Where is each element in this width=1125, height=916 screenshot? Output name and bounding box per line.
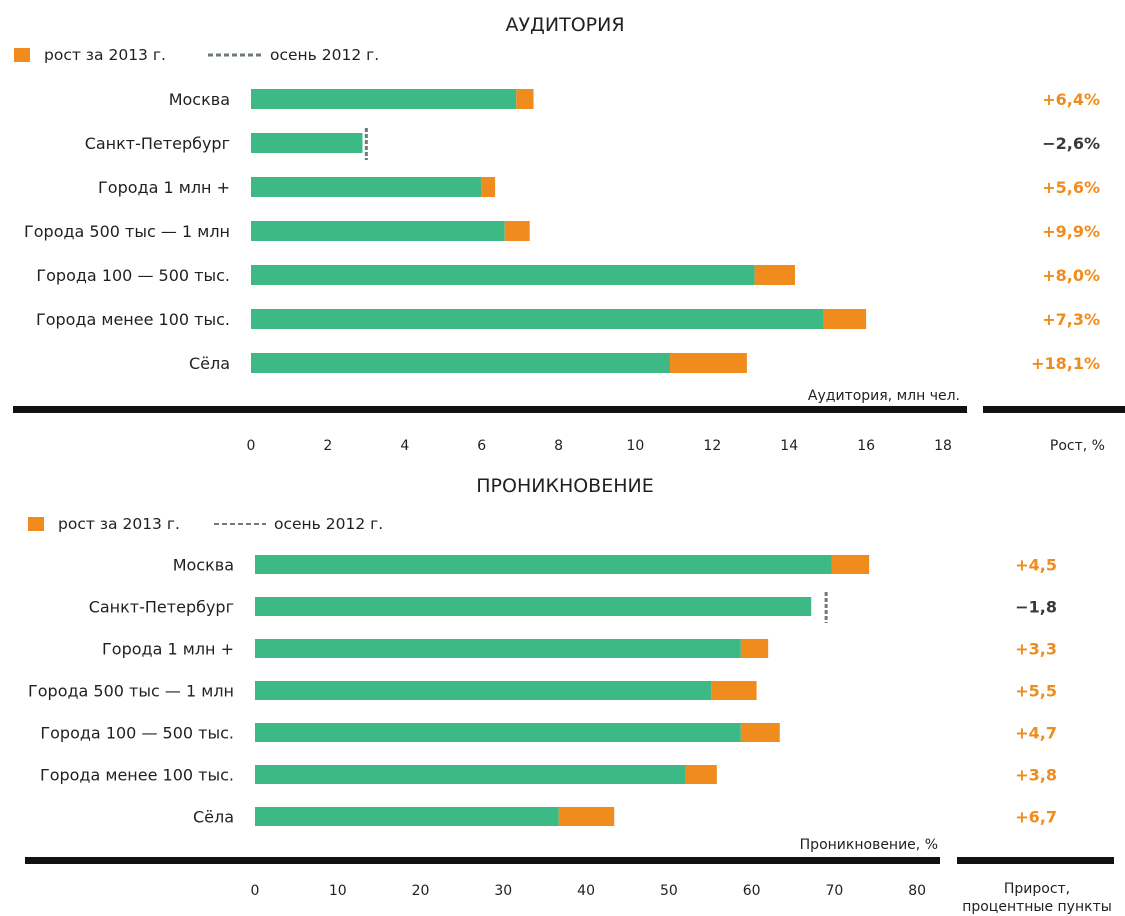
category-label: Сёла <box>189 354 230 373</box>
x-axis-title: Проникновение, % <box>800 837 938 853</box>
bar-base-2012 <box>255 807 559 826</box>
axis-bar <box>13 406 967 413</box>
bar-growth-2013 <box>740 723 780 742</box>
category-label: Города 1 млн + <box>98 178 230 197</box>
growth-label: −1,8 <box>1015 598 1057 617</box>
x-tick-label: 60 <box>743 883 761 899</box>
bar-growth-2013 <box>670 353 747 373</box>
x-tick-label: 0 <box>251 883 260 899</box>
bar-growth-2013 <box>754 265 795 285</box>
category-label: Города 1 млн + <box>102 640 234 659</box>
x-tick-label: 6 <box>477 438 486 454</box>
bar-growth-2013 <box>481 177 496 197</box>
category-label: Города 100 — 500 тыс. <box>36 266 230 285</box>
bar-base-2012 <box>255 723 741 742</box>
legend-autumn-label: осень 2012 г. <box>270 46 379 64</box>
x-tick-label: 10 <box>627 438 645 454</box>
growth-label: −2,6% <box>1042 134 1100 153</box>
growth-label: +8,0% <box>1042 266 1100 285</box>
bar-base-2012 <box>255 555 832 574</box>
category-label: Города менее 100 тыс. <box>40 766 234 785</box>
growth-column-title: Рост, % <box>1050 438 1105 454</box>
x-tick-label: 8 <box>554 438 563 454</box>
legend-growth-swatch <box>14 48 30 62</box>
legend-autumn-label: осень 2012 г. <box>274 515 383 533</box>
x-tick-label: 18 <box>934 438 952 454</box>
legend-growth-label: рост за 2013 г. <box>44 46 166 64</box>
x-tick-label: 10 <box>329 883 347 899</box>
bar-base-2013 <box>251 133 363 153</box>
x-tick-label: 14 <box>780 438 798 454</box>
bar-growth-2013 <box>558 807 615 826</box>
chart-title: ПРОНИКНОВЕНИЕ <box>476 475 653 497</box>
x-tick-label: 50 <box>660 883 678 899</box>
bar-base-2012 <box>255 681 712 700</box>
bar-base-2013 <box>255 597 812 616</box>
bar-base-2012 <box>251 89 517 109</box>
bar-growth-2013 <box>740 639 769 658</box>
growth-label: +6,4% <box>1042 90 1100 109</box>
growth-label: +9,9% <box>1042 222 1100 241</box>
growth-label: +3,8 <box>1015 766 1057 785</box>
bar-growth-2013 <box>516 89 534 109</box>
x-tick-label: 20 <box>412 883 430 899</box>
category-label: Города менее 100 тыс. <box>36 310 230 329</box>
bar-base-2012 <box>251 309 824 329</box>
growth-label: +7,3% <box>1042 310 1100 329</box>
growth-label: +4,5 <box>1015 556 1057 575</box>
bar-growth-2013 <box>685 765 717 784</box>
category-label: Санкт-Петербург <box>89 598 234 617</box>
x-tick-label: 4 <box>400 438 409 454</box>
legend-growth-label: рост за 2013 г. <box>58 515 180 533</box>
bar-base-2012 <box>255 639 741 658</box>
x-tick-label: 80 <box>908 883 926 899</box>
category-label: Москва <box>169 90 230 109</box>
x-tick-label: 70 <box>825 883 843 899</box>
bar-base-2012 <box>251 265 755 285</box>
bar-base-2012 <box>251 353 671 373</box>
x-axis-title: Аудитория, млн чел. <box>808 388 960 404</box>
growth-label: +6,7 <box>1015 808 1057 827</box>
bar-base-2012 <box>255 765 686 784</box>
bar-base-2012 <box>251 221 505 241</box>
category-label: Сёла <box>193 808 234 827</box>
chart-title: АУДИТОРИЯ <box>505 14 624 36</box>
x-tick-label: 16 <box>857 438 875 454</box>
x-tick-label: 0 <box>247 438 256 454</box>
x-tick-label: 30 <box>494 883 512 899</box>
category-label: Москва <box>173 556 234 575</box>
bar-growth-2013 <box>504 221 530 241</box>
legend-growth-swatch <box>28 517 44 531</box>
axis-bar <box>25 857 940 864</box>
category-label: Санкт-Петербург <box>85 134 230 153</box>
bar-growth-2013 <box>711 681 757 700</box>
growth-label: +5,6% <box>1042 178 1100 197</box>
x-tick-label: 40 <box>577 883 595 899</box>
growth-column-bar <box>983 406 1125 413</box>
bar-growth-2013 <box>823 309 867 329</box>
growth-label: +5,5 <box>1015 682 1057 701</box>
category-label: Города 500 тыс — 1 млн <box>24 222 230 241</box>
x-tick-label: 12 <box>703 438 721 454</box>
growth-column-bar <box>957 857 1114 864</box>
growth-label: +18,1% <box>1031 354 1100 373</box>
category-label: Города 500 тыс — 1 млн <box>28 682 234 701</box>
bar-base-2012 <box>251 177 482 197</box>
growth-label: +3,3 <box>1015 640 1057 659</box>
category-label: Города 100 — 500 тыс. <box>40 724 234 743</box>
growth-label: +4,7 <box>1015 724 1057 743</box>
x-tick-label: 2 <box>323 438 332 454</box>
growth-column-title: Прирост, процентные пункты <box>962 881 1112 915</box>
bar-growth-2013 <box>831 555 870 574</box>
